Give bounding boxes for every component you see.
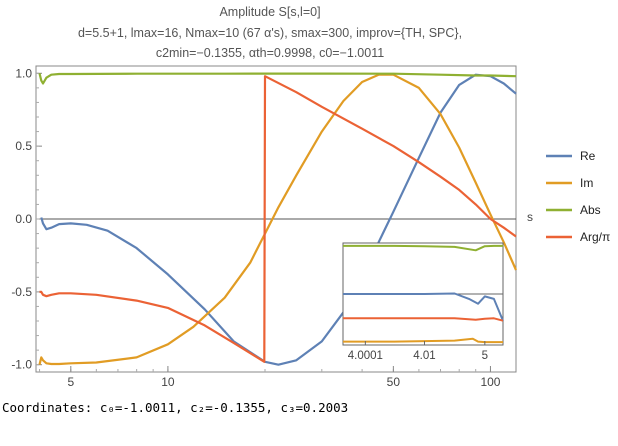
series-layer: [38, 72, 518, 366]
inset-plot: 4.0001 4.01 5: [342, 242, 504, 362]
x-tick-label: 50: [387, 375, 401, 389]
inset-series-line: [343, 317, 504, 322]
series-line-abs: [38, 72, 517, 85]
legend-label: Re: [580, 149, 596, 163]
series-line-im: [38, 73, 518, 366]
y-tick-label: -0.5: [11, 285, 32, 299]
title-line-2: d=5.5+1, lmax=16, Nmax=10 (67 α's), smax…: [78, 26, 462, 40]
legend-label: Im: [580, 176, 593, 190]
legend-label: Arg/π: [580, 230, 610, 244]
inset-series-line: [343, 244, 503, 252]
chart-title: Amplitude S[s,l=0] d=5.5+1, lmax=16, Nma…: [78, 5, 462, 60]
legend-label: Abs: [580, 203, 601, 217]
inset-x-tick-label: 4.0001: [348, 350, 383, 362]
x-tick-label: 10: [161, 375, 175, 389]
amplitude-chart: Amplitude S[s,l=0] d=5.5+1, lmax=16, Nma…: [11, 5, 610, 389]
x-axis-label: s: [527, 210, 533, 224]
y-tick-label: 1.0: [15, 66, 32, 80]
axes: -1.0 -0.5 0.0 0.5 1.0 5 10 50 100: [11, 65, 517, 389]
y-tick-label: 0.0: [15, 212, 32, 226]
inset-series-line: [343, 337, 503, 344]
legend: Re Im Abs Arg/π: [546, 149, 610, 244]
inset-series-line: [343, 292, 504, 322]
x-tick-label: 5: [67, 375, 74, 389]
title-line-1: Amplitude S[s,l=0]: [219, 5, 320, 19]
y-tick-label: -1.0: [11, 358, 32, 372]
coordinates-readout: Coordinates: c₀=-1.0011, c₂=-0.1355, c₃=…: [2, 400, 349, 415]
x-tick-label: 100: [480, 375, 500, 389]
title-line-3: c2min=−0.1355, αth=0.9998, c0=−1.0011: [156, 46, 384, 60]
series-line-re: [40, 73, 517, 366]
series-line-arg: [39, 75, 517, 363]
inset-x-tick-label: 4.01: [413, 350, 435, 362]
inset-x-tick-label: 5: [482, 350, 488, 362]
y-tick-label: 0.5: [15, 139, 32, 153]
